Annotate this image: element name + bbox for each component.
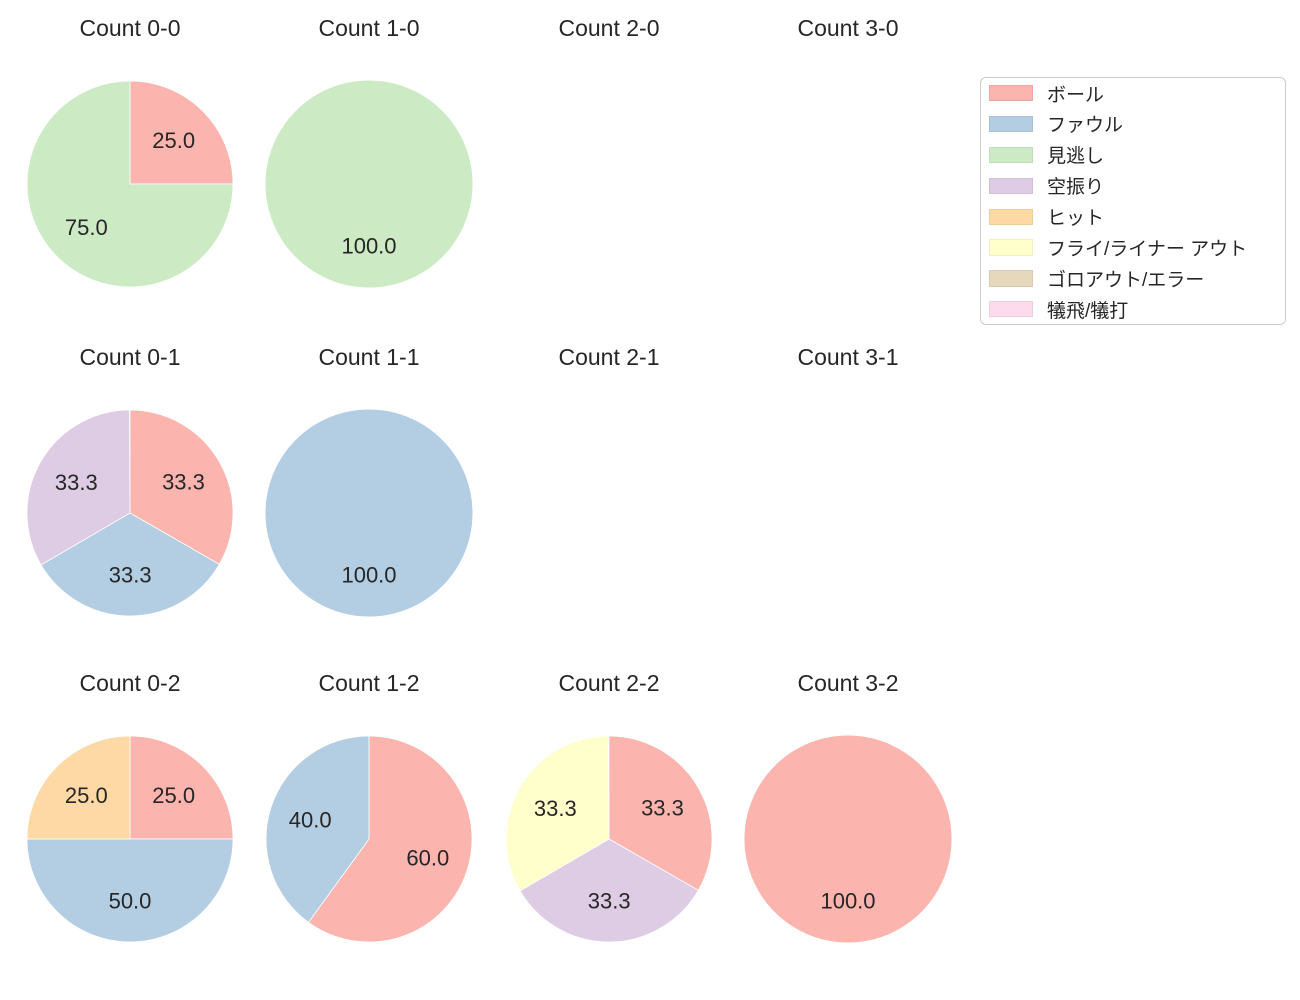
svg-text:33.3: 33.3: [588, 888, 631, 913]
svg-text:Count 2-2: Count 2-2: [558, 670, 659, 696]
svg-text:Count 2-0: Count 2-0: [558, 15, 659, 41]
svg-text:100.0: 100.0: [341, 233, 396, 258]
svg-text:40.0: 40.0: [289, 807, 332, 832]
svg-text:100.0: 100.0: [341, 562, 396, 587]
svg-text:33.3: 33.3: [641, 796, 684, 821]
svg-text:75.0: 75.0: [65, 215, 108, 240]
svg-text:33.3: 33.3: [55, 470, 98, 495]
svg-text:Count 0-0: Count 0-0: [79, 15, 180, 41]
svg-text:100.0: 100.0: [820, 888, 875, 913]
svg-text:Count 3-1: Count 3-1: [797, 344, 898, 370]
svg-text:33.3: 33.3: [534, 796, 577, 821]
svg-text:Count 0-2: Count 0-2: [79, 670, 180, 696]
svg-text:25.0: 25.0: [152, 128, 195, 153]
svg-text:Count 0-1: Count 0-1: [79, 344, 180, 370]
svg-text:Count 1-0: Count 1-0: [318, 15, 419, 41]
svg-text:Count 3-2: Count 3-2: [797, 670, 898, 696]
svg-text:Count 3-0: Count 3-0: [797, 15, 898, 41]
svg-text:60.0: 60.0: [406, 846, 449, 871]
svg-text:33.3: 33.3: [162, 470, 205, 495]
svg-text:Count 2-1: Count 2-1: [558, 344, 659, 370]
svg-text:33.3: 33.3: [109, 562, 152, 587]
svg-text:25.0: 25.0: [152, 783, 195, 808]
svg-text:Count 1-2: Count 1-2: [318, 670, 419, 696]
svg-text:25.0: 25.0: [65, 783, 108, 808]
svg-text:50.0: 50.0: [109, 888, 152, 913]
svg-text:Count 1-1: Count 1-1: [318, 344, 419, 370]
